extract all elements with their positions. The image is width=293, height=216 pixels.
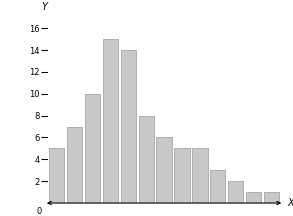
Bar (139, 116, 154, 203)
Bar (85, 94, 100, 203)
Bar (228, 181, 243, 203)
Bar (210, 170, 226, 203)
Bar (246, 192, 261, 203)
Text: Y: Y (41, 2, 47, 12)
Bar (103, 39, 118, 203)
Bar (264, 192, 279, 203)
Text: X: X (288, 198, 293, 208)
Bar (121, 50, 136, 203)
Bar (156, 137, 172, 203)
Bar (49, 148, 64, 203)
Text: 0: 0 (37, 207, 42, 216)
Bar (67, 127, 82, 203)
Bar (174, 148, 190, 203)
Bar (192, 148, 207, 203)
